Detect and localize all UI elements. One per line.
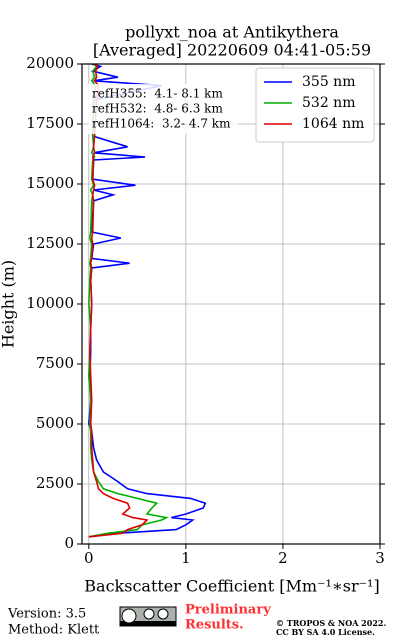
annotation: refH532: 4.8- 6.3 km [92, 102, 223, 116]
x-tick-label: 3 [375, 549, 385, 567]
preliminary: Preliminary [185, 603, 271, 618]
annotation: refH355: 4.1- 8.1 km [92, 87, 223, 101]
annotation: refH1064: 3.2- 4.7 km [92, 117, 231, 131]
y-tick-label: 12500 [26, 234, 74, 252]
y-tick-label: 0 [64, 534, 74, 552]
cc-icon [119, 606, 177, 627]
profile-line [87, 63, 207, 538]
plot-frame [81, 63, 381, 545]
version: Version: 3.5 [7, 607, 86, 622]
annotation-box [88, 84, 238, 134]
copyright: © TROPOS & NOA 2022. [276, 618, 386, 628]
y-tick-label: 7500 [36, 354, 74, 372]
y-axis-label: Height (m) [0, 260, 18, 348]
y-tick-label: 20000 [26, 54, 74, 72]
y-tick-label: 2500 [36, 474, 74, 492]
chart-subtitle: [Averaged] 20220609 04:41-05:59 [93, 41, 371, 60]
x-tick-label: 0 [84, 549, 94, 567]
legend-label: 532 nm [302, 95, 355, 111]
y-tick-label: 10000 [26, 294, 74, 312]
legend-label: 1064 nm [302, 116, 364, 132]
x-axis-label: Backscatter Coefficient [Mm⁻¹∗sr⁻¹] [84, 577, 379, 596]
y-tick-label: 15000 [26, 174, 74, 192]
copyright: CC BY SA 4.0 License. [276, 627, 375, 637]
profile-line [88, 63, 149, 538]
y-tick-label: 17500 [26, 114, 74, 132]
x-tick-label: 1 [181, 549, 191, 567]
legend-label: 355 nm [302, 74, 355, 90]
y-tick-label: 5000 [36, 414, 74, 432]
x-tick-label: 2 [278, 549, 288, 567]
method: Method: Klett [8, 623, 100, 638]
chart-title: pollyxt_noa at Antikythera [125, 23, 339, 42]
preliminary: Results. [185, 618, 244, 633]
